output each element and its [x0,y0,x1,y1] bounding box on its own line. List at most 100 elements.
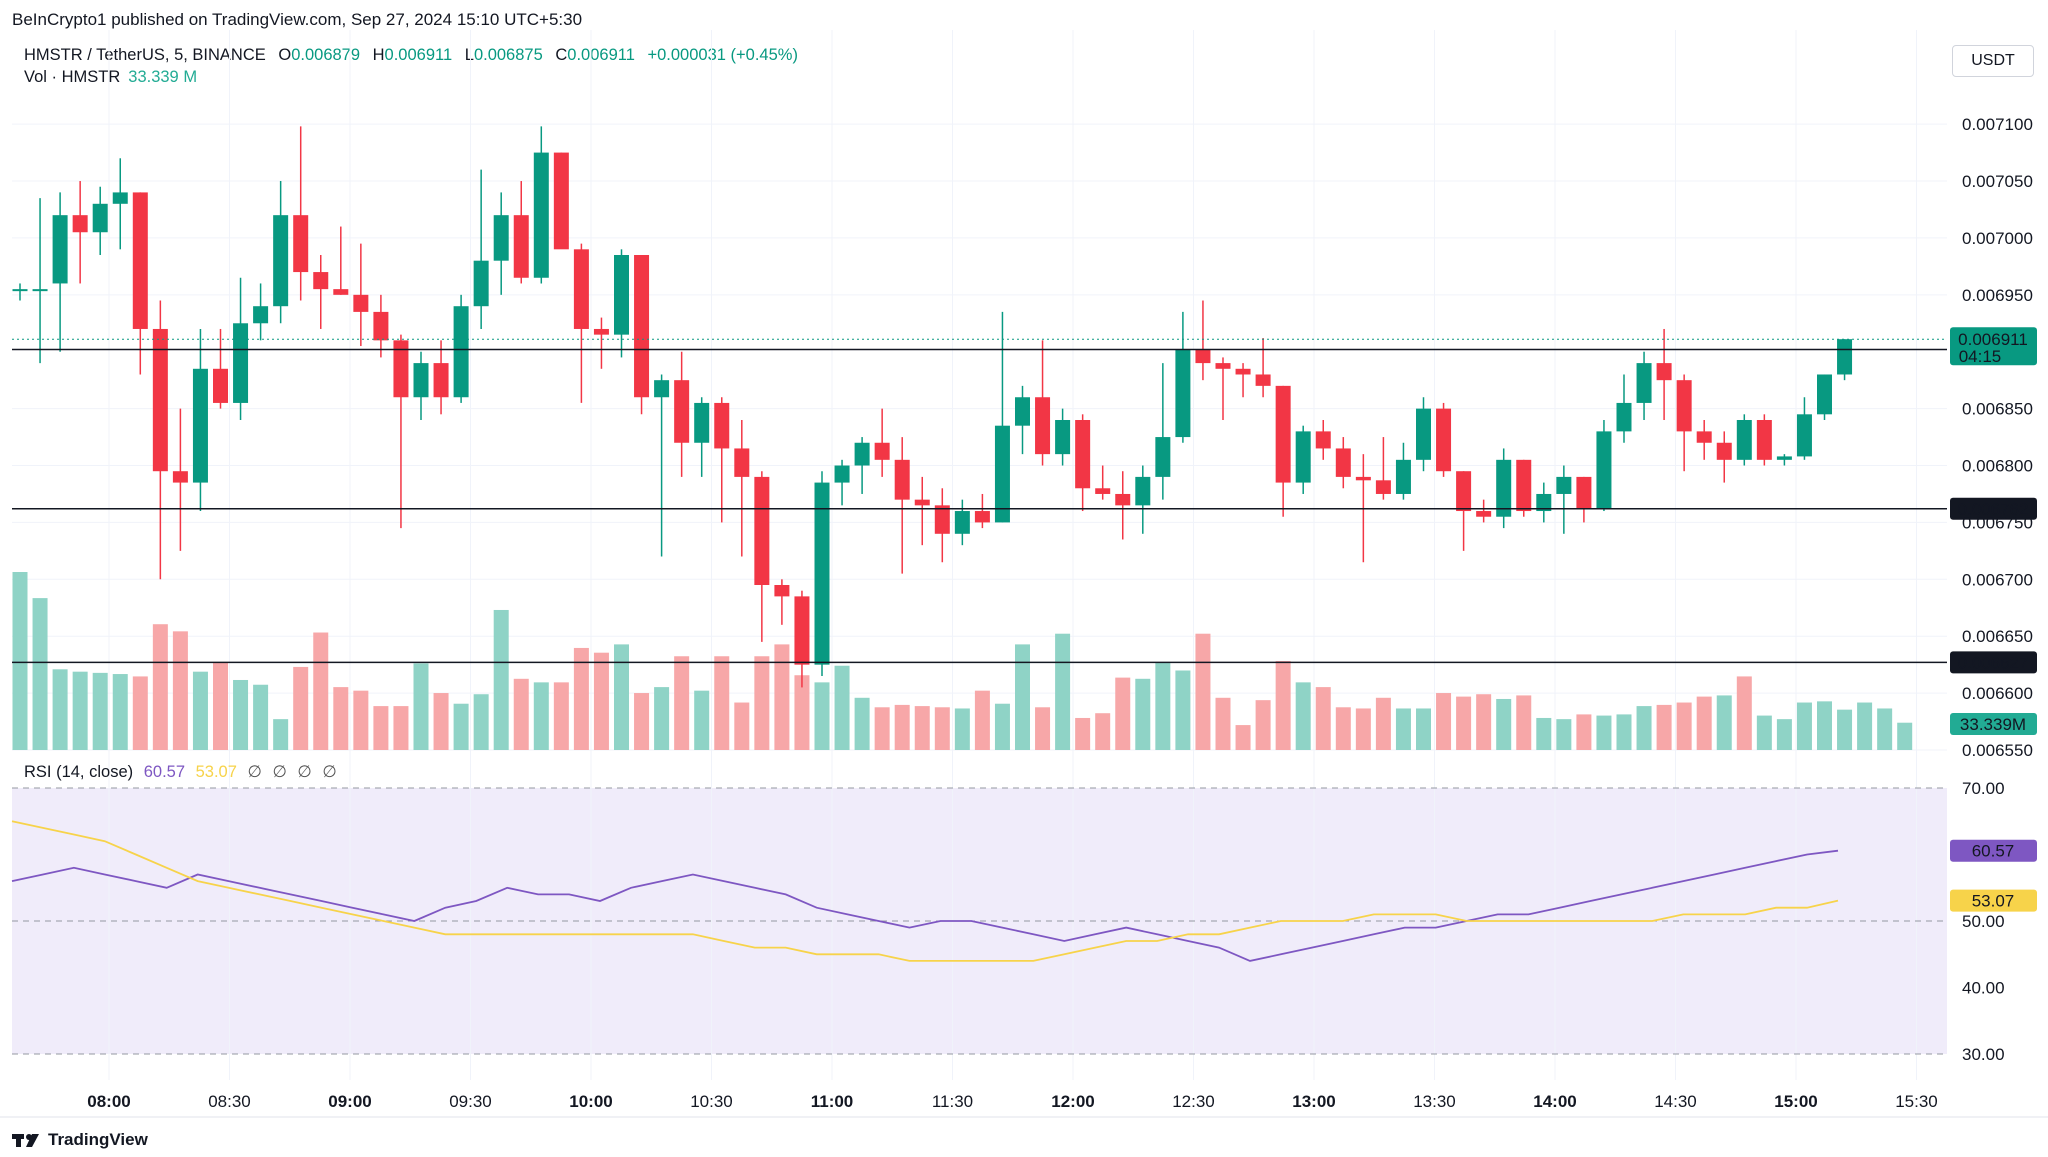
candle [894,437,910,574]
time-tick-label: 12:00 [1051,1092,1094,1111]
close-value: 0.006911 [567,46,635,64]
candle [1837,339,1853,381]
candle-body [814,482,830,665]
candle-body [1095,488,1111,494]
candle-body [1736,420,1752,460]
volume-bar [1275,661,1291,750]
rsi-value: 60.57 [143,763,186,781]
volume-bar [1837,709,1853,750]
volume-bar [313,632,329,750]
volume-bar [233,679,249,750]
volume-bar [1115,677,1131,750]
candle-body [1195,349,1211,364]
price-tick-label: 0.006750 [1962,513,2033,532]
volume-bar [1536,717,1552,750]
candle [1536,482,1552,523]
level-price-tag [1950,497,2037,520]
candle [1656,328,1672,420]
volume-bar [774,644,790,750]
candle [1716,431,1732,483]
volume-bar [714,656,730,750]
candle-body [32,289,48,292]
candle-body [1335,448,1351,477]
time-axis[interactable]: 08:00 08:30 09:00 09:30 10:00 10:30 11:00 11:30… [87,1092,1938,1111]
volume-bar [1235,725,1251,750]
volume-bar [132,676,148,750]
candle [293,126,309,301]
candle [132,192,148,375]
volume-bar [1175,670,1191,750]
symbol-pair[interactable]: HMSTR / TetherUS, 5, BINANCE [24,46,266,64]
candle-body [513,215,529,278]
volume-bar [553,682,569,750]
candle [854,437,870,494]
candle-body [1596,431,1612,509]
volume-bar [513,678,529,750]
grid-lines [12,30,1947,1080]
candle-body [453,306,469,398]
candle-body [112,192,128,204]
currency-button[interactable]: USDT [1952,45,2034,77]
candle [994,311,1010,523]
candle [573,243,589,403]
candle-body [1456,471,1472,512]
price-axis[interactable]: 0.007100 0.007050 0.007000 0.006950 0.006850… [1962,115,2033,1064]
candle-body [634,255,650,398]
volume-bar [874,707,890,750]
rsi-legend[interactable]: RSI (14, close) 60.57 53.07 ∅ ∅ ∅ ∅ [24,762,340,782]
candle [914,476,930,546]
candle [1315,420,1331,460]
volume-bar [1596,715,1612,750]
candle-body [654,380,670,398]
candle [774,579,790,625]
candle-body [72,215,88,233]
candle-body [834,465,850,483]
volume-bar [1556,719,1572,750]
candle [794,590,810,688]
time-tick-label: 08:30 [208,1092,251,1111]
candle-body [233,323,249,403]
volume-bar [1616,714,1632,750]
volume-bar [32,598,48,750]
candle [1616,374,1632,443]
volume-bar [914,706,930,750]
volume-bar [1516,695,1532,750]
low-label: L [464,46,474,64]
candle [1095,465,1111,500]
candle [1516,459,1532,517]
volume-bar [1335,707,1351,750]
price-tick-label: 0.007100 [1962,115,2033,134]
candle [954,499,970,546]
volume-bar [954,708,970,750]
candle-body [1636,363,1652,403]
price-tick-label: 0.007000 [1962,229,2033,248]
candle-body [132,192,148,329]
volume-bar [72,671,88,750]
volume-bar [654,687,670,750]
time-tick-label: 13:00 [1292,1092,1335,1111]
candle [1295,425,1311,494]
candle [433,340,449,415]
candle-body [1576,476,1592,509]
level-price-tag [1950,651,2037,674]
time-tick-label: 14:30 [1654,1092,1697,1111]
volume-bar [934,707,950,750]
symbol-info-bar: HMSTR / TetherUS, 5, BINANCE O0.006879 H… [24,46,798,65]
volume-bar [1035,707,1051,750]
volume-bar [533,682,549,750]
candle-body [794,596,810,665]
volume-bar [674,656,690,750]
candle-body [614,255,629,335]
candle-body [1135,476,1151,506]
candle-body [1395,459,1411,494]
rsi-value-label: 60.57 [1972,842,2015,861]
volume-bar [634,693,650,750]
volume-legend[interactable]: Vol · HMSTR 33.339 M [24,68,197,87]
volume-bar [293,666,309,750]
candle-body [894,459,910,500]
horizontal-levels[interactable]: 0.0069020.0067620.0066270.00691104:1533.… [12,327,2037,735]
volume-bar [1736,676,1752,750]
candle-body [433,363,449,398]
rsi-value-tag [1950,839,2037,862]
